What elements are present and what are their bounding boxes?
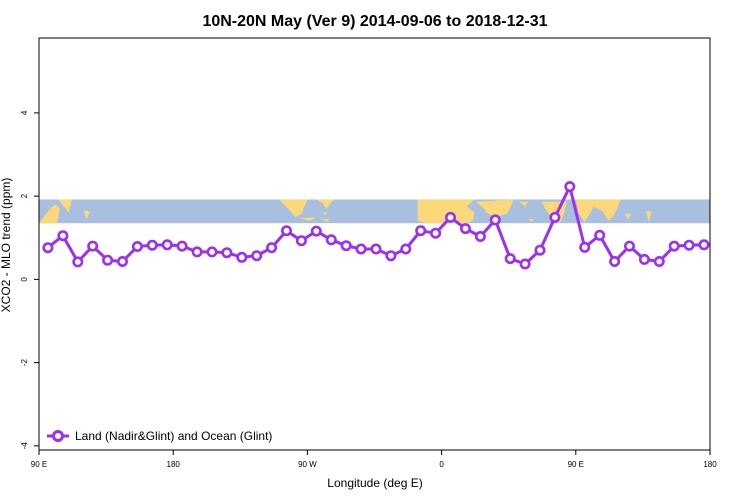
land-shape <box>83 210 90 220</box>
x-tick-label: 0 <box>439 460 444 469</box>
y-tick-label: 0 <box>20 277 29 282</box>
x-tick-label: 180 <box>167 460 181 469</box>
data-point <box>534 244 546 256</box>
legend-marker <box>52 430 64 442</box>
land-shape <box>575 199 621 222</box>
data-point <box>236 251 248 263</box>
data-point <box>653 255 665 267</box>
data-point <box>683 239 695 251</box>
data-point <box>519 258 531 270</box>
x-axis-title: Longitude (deg E) <box>327 476 422 490</box>
data-point <box>57 230 69 242</box>
land-shape <box>645 211 652 222</box>
chart-title: 10N-20N May (Ver 9) 2014-09-06 to 2018-1… <box>202 13 547 30</box>
data-point <box>415 225 427 237</box>
legend-label: Land (Nadir&Glint) and Ocean (Glint) <box>75 429 272 443</box>
data-point <box>117 255 129 267</box>
series-layer <box>42 181 710 270</box>
x-tick-label: 90 W <box>298 460 317 469</box>
land-shape <box>625 213 631 220</box>
data-point <box>355 243 367 255</box>
data-point <box>549 211 561 223</box>
data-point <box>638 253 650 265</box>
data-point <box>698 239 710 251</box>
land-shape <box>528 218 534 222</box>
y-tick-label: 2 <box>20 193 29 198</box>
data-point <box>251 250 263 262</box>
data-point <box>385 250 397 262</box>
data-point <box>594 229 606 241</box>
data-point <box>176 240 188 252</box>
land-shape <box>316 199 335 209</box>
data-point <box>444 211 456 223</box>
data-point <box>325 234 337 246</box>
data-point <box>504 253 516 265</box>
plot-frame <box>38 37 711 451</box>
x-tick-label: 180 <box>703 460 717 469</box>
land-shape <box>495 199 506 211</box>
data-point <box>72 256 84 268</box>
data-point <box>370 243 382 255</box>
y-axis: -4 -2 0 2 4 <box>20 110 39 449</box>
data-point <box>221 247 233 259</box>
data-point <box>161 239 173 251</box>
data-point <box>206 246 218 258</box>
data-point <box>489 214 501 226</box>
legend: Land (Nadir&Glint) and Ocean (Glint) <box>47 429 272 443</box>
land-shape <box>299 217 317 221</box>
data-point <box>42 242 54 254</box>
land-shape <box>417 199 475 224</box>
data-point <box>191 246 203 258</box>
map-ocean <box>39 199 710 224</box>
land-shape <box>279 199 308 218</box>
x-tick-label: 90 E <box>31 460 47 469</box>
land-shape <box>58 199 72 213</box>
data-point <box>87 240 99 252</box>
x-tick-label: 90 E <box>568 460 584 469</box>
data-point <box>623 240 635 252</box>
land-shape <box>39 204 60 224</box>
land-shape <box>322 212 329 215</box>
data-point <box>459 223 471 235</box>
data-point <box>146 239 158 251</box>
data-point <box>609 255 621 267</box>
data-point <box>400 243 412 255</box>
map-band <box>39 199 710 224</box>
data-point <box>564 181 576 193</box>
y-tick-label: -2 <box>20 359 29 367</box>
data-point <box>579 241 591 253</box>
data-point <box>310 225 322 237</box>
x-axis: 90 E 180 90 W 0 90 E 180 <box>31 450 717 469</box>
data-point <box>280 225 292 237</box>
y-axis-title: XCO2 - MLO trend (ppm) <box>0 178 13 313</box>
land-shape <box>519 201 529 207</box>
data-point <box>474 231 486 243</box>
y-tick-label: -4 <box>20 442 29 450</box>
land-shape <box>320 218 330 222</box>
y-tick-label: 4 <box>20 110 29 115</box>
data-point <box>668 240 680 252</box>
data-point <box>430 227 442 239</box>
data-point <box>295 235 307 247</box>
data-point <box>266 242 278 254</box>
data-point <box>340 240 352 252</box>
data-point <box>131 241 143 253</box>
data-point <box>102 254 114 266</box>
